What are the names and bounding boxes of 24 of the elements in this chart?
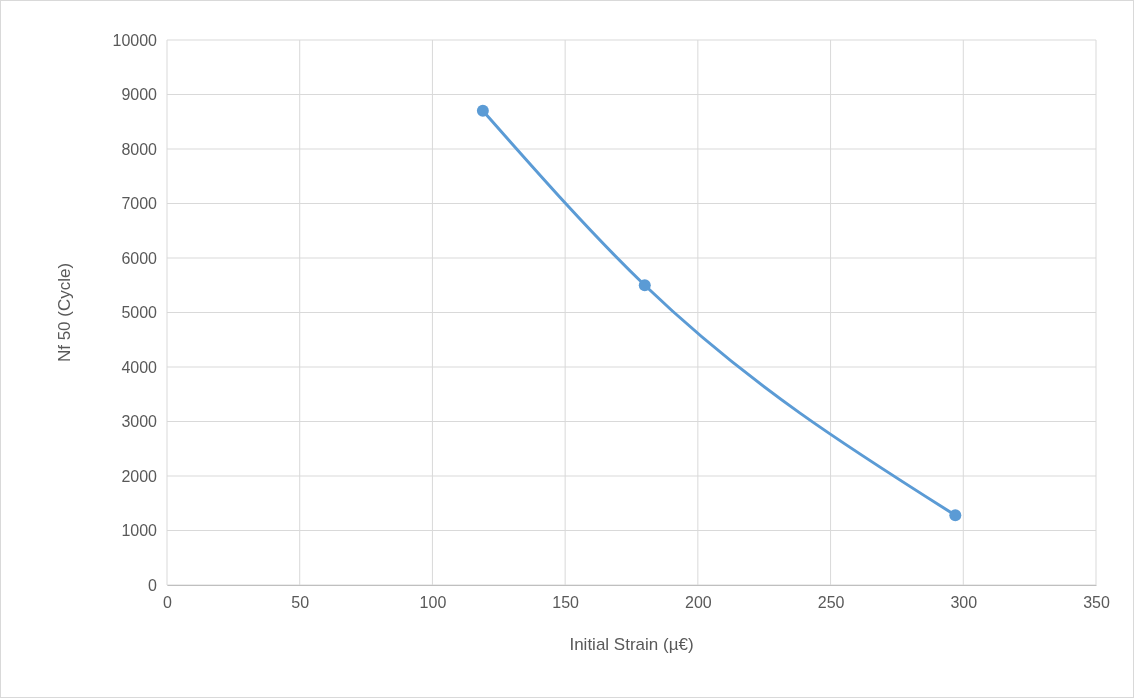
x-tick-label: 0 [163, 594, 173, 612]
y-tick-label: 10000 [112, 31, 158, 49]
y-tick-label: 1000 [121, 522, 158, 540]
point [949, 509, 962, 522]
y-tick-label: 9000 [121, 86, 158, 104]
y-tick-label: 6000 [121, 249, 158, 267]
y-tick-label: 5000 [121, 304, 158, 322]
x-tick-label: 50 [291, 594, 310, 612]
x-axis-title: Initial Strain (µ€) [569, 635, 694, 654]
y-tick-label: 2000 [121, 467, 158, 485]
y-tick-label: 4000 [121, 358, 158, 376]
point [638, 279, 651, 292]
point [476, 104, 489, 117]
y-tick-label: 3000 [121, 413, 158, 431]
x-tick-label: 350 [1083, 594, 1110, 612]
x-tick-label: 200 [685, 594, 712, 612]
y-tick-label: 0 [148, 576, 158, 594]
x-tick-label: 250 [817, 594, 845, 612]
x-tick-label: 100 [419, 594, 447, 612]
x-tick-label: 150 [552, 594, 580, 612]
y-tick-label: 8000 [121, 140, 158, 158]
y-axis-title: Nf 50 (Cycle) [55, 262, 74, 363]
y-tick-label: 7000 [121, 195, 158, 213]
x-tick-label: 300 [950, 594, 978, 612]
